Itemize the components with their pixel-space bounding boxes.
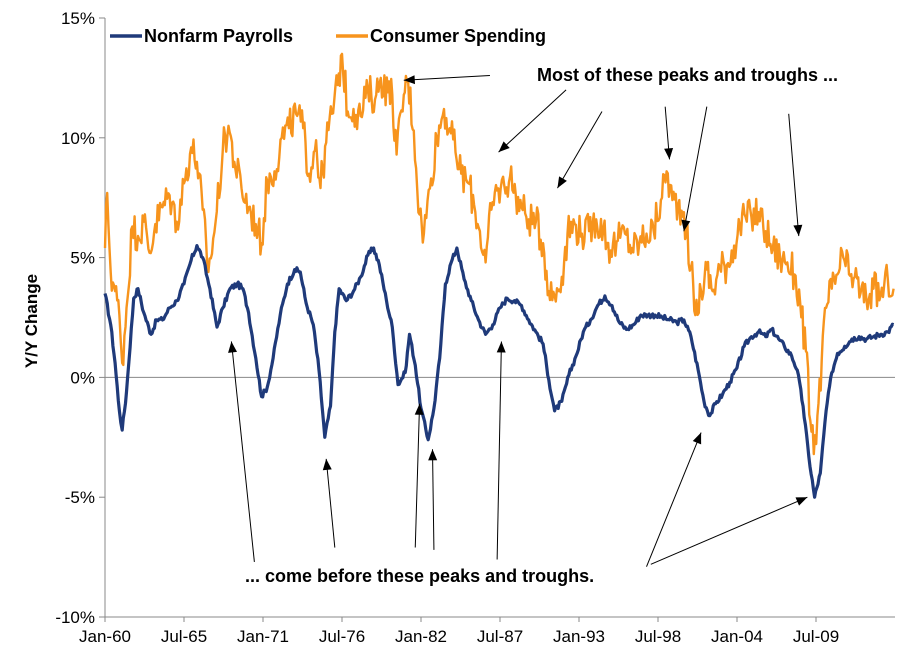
- x-tick-label: Jan-60: [79, 627, 131, 646]
- y-tick-label: 0%: [70, 368, 95, 387]
- x-tick-label: Jul-09: [793, 627, 839, 646]
- annotation-text-bottom: ... come before these peaks and troughs.: [245, 566, 594, 586]
- annotation-arrowhead: [428, 449, 438, 461]
- annotation-arrow: [498, 89, 567, 153]
- annotation-arrow: [403, 75, 490, 81]
- annotations: [228, 75, 808, 567]
- y-tick-label: -5%: [65, 488, 95, 507]
- annotation-arrowhead: [228, 341, 238, 353]
- x-tick-label: Jul-65: [161, 627, 207, 646]
- x-tick-label: Jan-93: [553, 627, 605, 646]
- y-tick-label: 10%: [61, 129, 95, 148]
- annotation-arrow: [325, 458, 336, 548]
- y-tick-label: 5%: [70, 249, 95, 268]
- annotation-arrowhead: [322, 458, 332, 471]
- annotation-arrow: [650, 496, 808, 565]
- annotation-arrow: [496, 341, 502, 560]
- annotation-arrowhead: [664, 148, 674, 160]
- axes: -10% -5% 0% 5% 10% 15% Jan-60 Jul-65 Jan-71 Jul-7…: [55, 9, 895, 646]
- annotation-arrow: [557, 111, 603, 189]
- legend-label-nonfarm-payrolls: Nonfarm Payrolls: [144, 26, 293, 46]
- annotation-arrow: [431, 449, 435, 550]
- annotation-text-top: Most of these peaks and troughs ...: [537, 65, 838, 85]
- annotation-arrowhead: [403, 75, 415, 85]
- x-tick-label: Jul-98: [635, 627, 681, 646]
- annotation-arrow: [788, 113, 800, 237]
- annotation-arrow: [414, 403, 421, 548]
- legend-label-consumer-spending: Consumer Spending: [370, 26, 546, 46]
- annotation-arrowhead: [496, 341, 506, 353]
- annotation-arrowhead: [692, 432, 702, 445]
- x-tick-label: Jan-71: [237, 627, 289, 646]
- x-tick-label: Jan-04: [711, 627, 763, 646]
- annotation-arrowhead: [557, 176, 567, 189]
- series-line-nonfarm-payrolls: [103, 244, 895, 499]
- x-tick-label: Jan-82: [395, 627, 447, 646]
- y-tick-label: 15%: [61, 9, 95, 28]
- y-axis-title: Y/Y Change: [22, 274, 41, 368]
- x-tick-label: Jul-87: [477, 627, 523, 646]
- series-line-consumer-spending: [103, 52, 895, 456]
- x-tick-label: Jul-76: [319, 627, 365, 646]
- annotation-arrowhead: [795, 497, 808, 506]
- annotation-arrow: [646, 432, 702, 567]
- y-tick-label: -10%: [55, 608, 95, 627]
- series-lines: [103, 52, 895, 499]
- annotation-arrow: [683, 106, 708, 232]
- annotation-arrowhead: [681, 219, 691, 232]
- annotation-arrowhead: [414, 403, 424, 415]
- annotation-arrowhead: [498, 141, 510, 153]
- annotation-arrow: [230, 341, 255, 562]
- legend: Nonfarm Payrolls Consumer Spending: [110, 26, 546, 46]
- annotation-arrowhead: [793, 224, 803, 237]
